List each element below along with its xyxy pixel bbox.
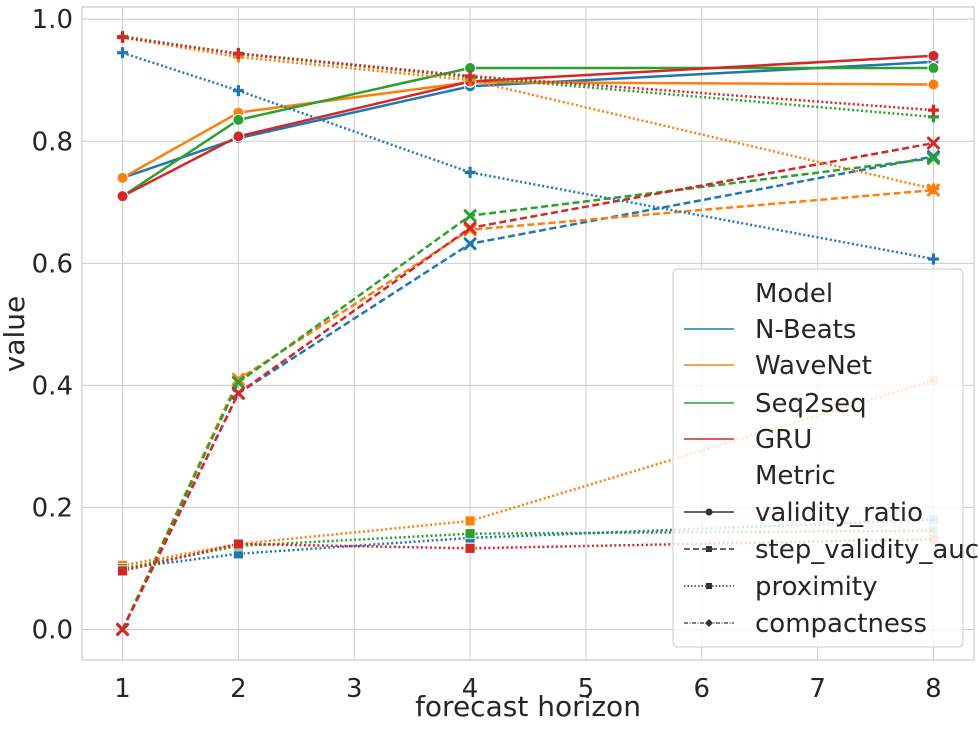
legend: Model N-Beats WaveNet Seq2seq GRU Metric… (672, 268, 979, 648)
y-tick-label: 0.8 (32, 127, 73, 157)
series-line-gru-validity-ratio (121, 54, 934, 198)
legend-label: Seq2seq (755, 389, 867, 419)
legend-marker-square (706, 583, 712, 589)
data-point-wavenet-step-validity-auc (231, 372, 245, 386)
x-tick-label: 1 (114, 674, 131, 704)
data-point-gru-proximity (117, 565, 128, 577)
x-axis-ticks: 1 2 3 4 5 6 7 8 (114, 674, 941, 704)
legend-marker-diamond (705, 619, 713, 627)
series-line-gru-step-validity-auc (121, 141, 934, 631)
y-tick-label: 0.0 (32, 615, 73, 645)
y-tick-label: 1.0 (32, 5, 73, 35)
legend-label: proximity (755, 572, 877, 602)
series-line-gru-compactness (122, 36, 934, 112)
legend-item-gru: GRU (684, 425, 812, 455)
legend-marker-circle (705, 508, 713, 516)
data-point-seq2seq-validity-ratio (927, 62, 940, 75)
legend-label: compactness (755, 609, 927, 639)
y-tick-label: 0.6 (32, 249, 73, 279)
data-point-gru-compactness (117, 32, 129, 44)
legend-item-n-beats: N-Beats (684, 315, 856, 345)
x-axis-label: forecast horizon (415, 690, 641, 723)
legend-item-compactness: compactness (684, 609, 927, 639)
data-point-gru-validity-ratio (927, 49, 940, 62)
x-tick-label: 8 (925, 674, 942, 704)
data-point-gru-step-validity-auc (116, 622, 130, 636)
series-markers (116, 30, 940, 636)
data-point-n-beats-compactness (232, 85, 244, 97)
data-point-gru-validity-ratio (232, 130, 245, 143)
legend-marker-square (706, 546, 712, 552)
data-point-n-beats-step-validity-auc (463, 237, 477, 251)
data-point-wavenet-proximity (464, 515, 476, 527)
data-point-gru-compactness (927, 104, 939, 116)
legend-item-proximity: proximity (684, 572, 877, 602)
data-point-wavenet-compactness (927, 183, 939, 195)
data-point-n-beats-compactness (464, 166, 476, 178)
data-point-seq2seq-proximity (464, 528, 476, 540)
data-point-gru-proximity (232, 538, 244, 550)
data-point-gru-step-validity-auc (463, 221, 477, 235)
legend-label: validity_ratio (755, 498, 923, 528)
data-point-gru-compactness (464, 70, 476, 82)
data-point-gru-compactness (232, 47, 244, 59)
legend-label: WaveNet (755, 351, 872, 381)
x-tick-label: 3 (346, 674, 363, 704)
data-point-gru-step-validity-auc (926, 136, 940, 150)
data-point-seq2seq-step-validity-auc (926, 151, 940, 165)
legend-label: N-Beats (755, 315, 856, 345)
y-axis-label: value (0, 296, 31, 372)
data-point-wavenet-validity-ratio (116, 171, 129, 184)
legend-item-wavenet: WaveNet (684, 351, 872, 381)
legend-item-step-validity-auc: step_validity_auc (684, 535, 979, 565)
series-line-wavenet-validity-ratio (121, 80, 934, 179)
x-tick-label: 6 (693, 674, 710, 704)
data-point-gru-validity-ratio (116, 190, 129, 203)
data-point-wavenet-validity-ratio (927, 78, 940, 91)
legend-item-validity-ratio: validity_ratio (684, 498, 923, 528)
series-line-seq2seq-compactness (122, 35, 934, 119)
y-tick-label: 0.2 (32, 493, 73, 523)
x-tick-label: 2 (230, 674, 247, 704)
legend-frame (672, 268, 964, 648)
series-line-n-beats-compactness (122, 51, 934, 261)
data-point-seq2seq-validity-ratio (232, 113, 245, 126)
y-axis-ticks: 0.0 0.2 0.4 0.6 0.8 1.0 (32, 5, 73, 645)
series-line-wavenet-compactness (122, 36, 934, 191)
y-tick-label: 0.4 (32, 371, 73, 401)
data-point-n-beats-compactness (117, 47, 129, 59)
data-point-seq2seq-step-validity-auc (231, 375, 245, 389)
data-point-gru-proximity (464, 542, 476, 554)
legend-item-seq2seq: Seq2seq (684, 389, 867, 419)
legend-label: step_validity_auc (755, 535, 979, 565)
series-line-seq2seq-step-validity-auc (121, 157, 934, 631)
plot-frame (81, 6, 975, 661)
data-point-n-beats-compactness (927, 253, 939, 265)
x-tick-label: 5 (578, 674, 595, 704)
x-tick-label: 4 (462, 674, 479, 704)
legend-model-header: Model (755, 279, 833, 309)
legend-label: GRU (755, 425, 812, 455)
legend-metric-header: Metric (755, 461, 836, 491)
data-point-seq2seq-step-validity-auc (463, 209, 477, 223)
series-line-wavenet-proximity (122, 379, 934, 567)
x-tick-label: 7 (809, 674, 826, 704)
data-point-gru-step-validity-auc (231, 386, 245, 400)
